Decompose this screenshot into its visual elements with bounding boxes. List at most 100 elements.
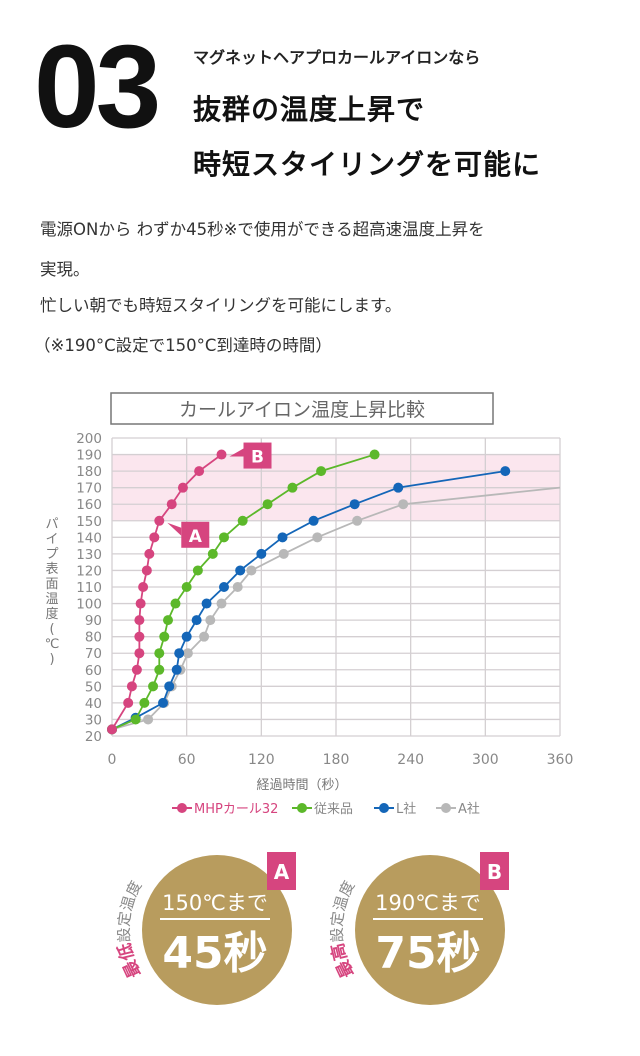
badge-temp: 190℃まで	[375, 891, 481, 915]
description-line1: 電源ONから わずか45秒※で使用ができる超高速温度上昇を	[40, 220, 485, 239]
y-tick-label: 20	[85, 729, 102, 745]
badge-B: 190℃まで 75秒 B 最高設定温度	[327, 852, 509, 1005]
data-point	[316, 466, 327, 477]
legend-marker	[297, 803, 307, 813]
legend-label: MHPカール32	[194, 802, 278, 817]
data-point	[171, 664, 182, 675]
annotation-A: A	[167, 521, 210, 548]
series-line	[111, 486, 561, 731]
legend-item: MHPカール32	[172, 802, 278, 817]
badge-marker-box	[267, 852, 296, 890]
data-point	[135, 598, 146, 609]
y-label-char: 面	[45, 577, 58, 592]
data-point	[192, 565, 203, 576]
badge-circle	[142, 855, 292, 1005]
data-point	[131, 664, 142, 675]
data-point	[154, 664, 165, 675]
y-label-char: プ	[45, 547, 58, 562]
data-point	[219, 532, 229, 543]
data-point	[126, 681, 137, 692]
data-point	[277, 532, 288, 543]
data-point	[191, 615, 202, 626]
data-point	[154, 648, 165, 659]
y-tick-label: 80	[85, 630, 102, 646]
y-label-char: パ	[45, 517, 58, 532]
y-tick-label: 200	[76, 431, 102, 447]
data-point	[144, 548, 155, 559]
annotation-pointer	[229, 448, 244, 457]
data-point	[141, 565, 152, 576]
data-point	[159, 631, 170, 642]
badge-marker-box	[480, 852, 509, 890]
data-point	[237, 515, 248, 526]
x-tick-label: 240	[397, 752, 424, 768]
data-point	[199, 631, 210, 642]
section-subtitle: マグネットヘアプロカールアイロンなら	[193, 48, 481, 67]
y-tick-label: 90	[85, 613, 102, 629]
data-point	[194, 466, 205, 477]
legend-label: L社	[396, 801, 416, 817]
legend-label: 従来品	[314, 802, 353, 817]
data-point	[262, 499, 273, 510]
data-point	[174, 648, 185, 659]
chart-title: カールアイロン温度上昇比較	[179, 399, 425, 421]
data-point	[216, 598, 227, 609]
x-tick-label: 180	[323, 752, 350, 768]
legend-label: A社	[458, 801, 480, 817]
data-point	[278, 548, 289, 559]
y-label-char: 度	[45, 606, 58, 622]
data-point	[123, 697, 134, 708]
data-point	[143, 714, 154, 725]
badge-A: 150℃まで 45秒 A 最低設定温度	[114, 852, 296, 1005]
data-point	[393, 482, 404, 493]
x-tick-label: 120	[248, 752, 275, 768]
annotation-label: B	[251, 448, 264, 468]
data-point	[246, 565, 257, 576]
annotation-box	[243, 442, 272, 469]
badge-arc-accent: 最高	[327, 941, 358, 981]
data-point	[181, 631, 192, 642]
badge-arc-accent: 最低	[114, 941, 145, 981]
y-tick-label: 180	[76, 464, 102, 480]
badge-arc-path: 最高設定温度	[327, 878, 358, 981]
badge-arc-path: 最低設定温度	[114, 878, 145, 981]
data-point	[219, 582, 229, 592]
data-point	[182, 648, 193, 659]
data-point	[177, 482, 188, 493]
section-number: 03	[34, 21, 161, 153]
badge-temp: 150℃まで	[162, 891, 268, 915]
x-tick-label: 360	[547, 752, 574, 768]
legend-marker	[379, 803, 389, 813]
y-tick-label: 110	[76, 580, 102, 596]
section-title-line1: 抜群の温度上昇で	[193, 93, 426, 126]
data-point	[287, 482, 298, 493]
data-point	[148, 681, 159, 692]
series-MHPカール32	[107, 449, 227, 735]
y-label-char: )	[49, 652, 54, 667]
data-point	[349, 499, 360, 510]
y-label-char: (	[49, 622, 54, 637]
y-label-char: ℃	[45, 637, 60, 652]
y-tick-label: 170	[76, 481, 102, 497]
y-tick-label: 150	[76, 514, 102, 530]
y-tick-label: 50	[85, 679, 102, 695]
data-point	[308, 515, 319, 526]
data-point	[134, 631, 145, 642]
y-tick-label: 60	[85, 663, 102, 679]
data-point	[500, 466, 511, 477]
badge-arc-label: 最低設定温度	[114, 878, 145, 981]
badge-arc-rest: 設定温度	[115, 878, 145, 943]
y-label-char: 表	[45, 562, 58, 577]
data-point	[207, 548, 218, 559]
y-label-char: 温	[45, 592, 58, 607]
x-tick-label: 300	[472, 752, 499, 768]
data-point	[216, 449, 227, 460]
data-point	[312, 532, 323, 543]
data-point	[235, 565, 246, 576]
data-point	[154, 515, 165, 526]
y-tick-label: 190	[76, 448, 102, 464]
